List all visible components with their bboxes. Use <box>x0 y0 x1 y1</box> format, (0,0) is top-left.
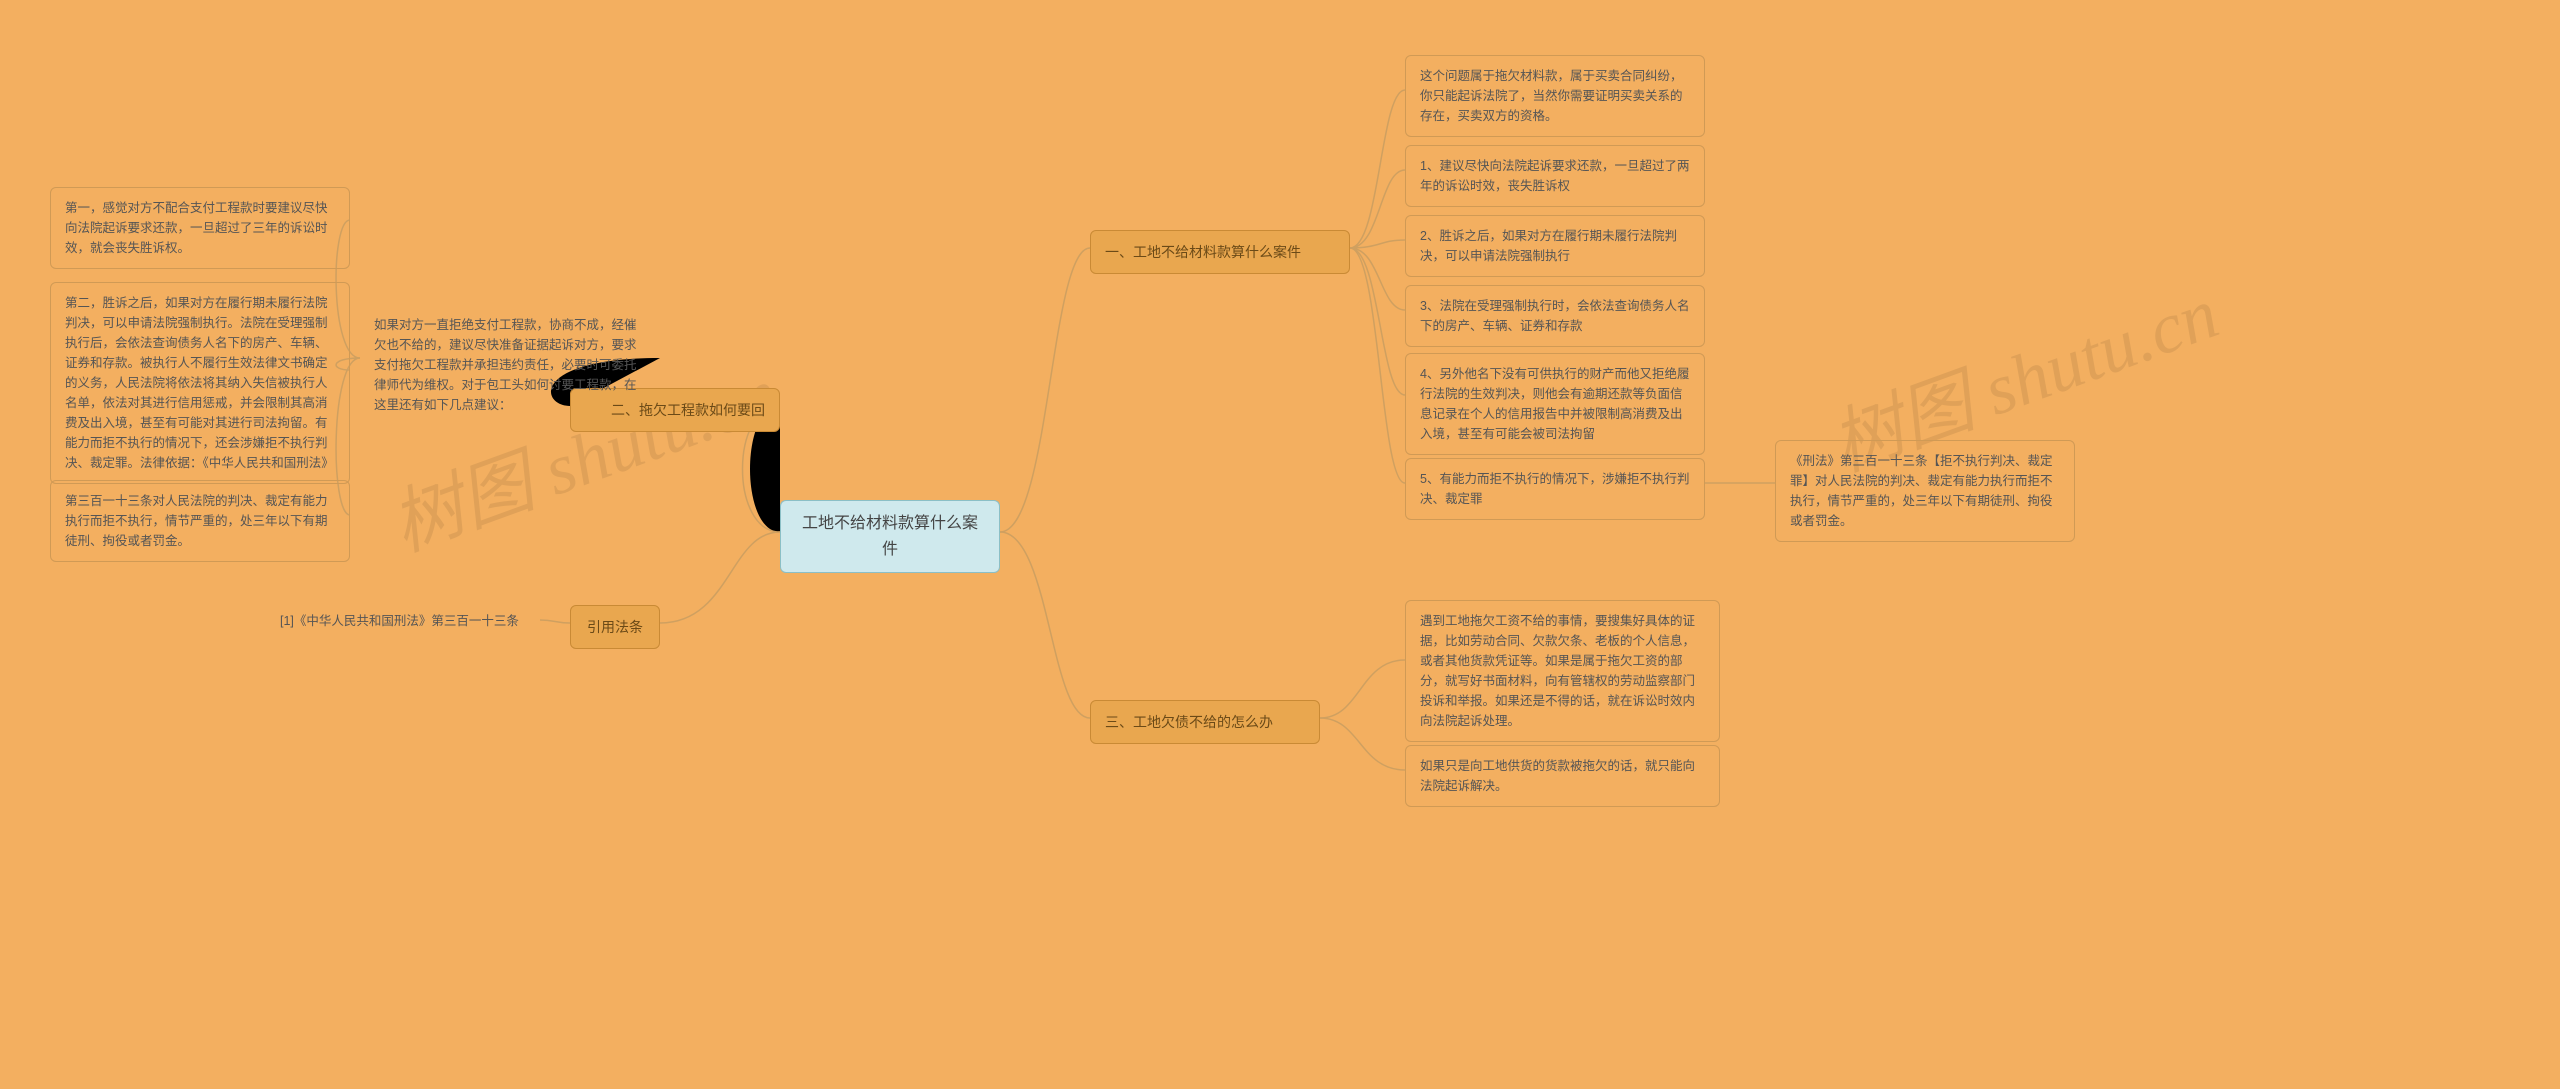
connector-layer <box>0 0 2560 1089</box>
leaf-b3-1: 遇到工地拖欠工资不给的事情，要搜集好具体的证据，比如劳动合同、欠款欠条、老板的个… <box>1405 600 1720 742</box>
leaf-b1-4: 3、法院在受理强制执行时，会依法查询债务人名下的房产、车辆、证券和存款 <box>1405 285 1705 347</box>
leaf-b3-2: 如果只是向工地供货的货款被拖欠的话，就只能向法院起诉解决。 <box>1405 745 1720 807</box>
branch-2-intro: 如果对方一直拒绝支付工程款，协商不成，经催欠也不给的，建议尽快准备证据起诉对方，… <box>360 305 660 425</box>
leaf-b1-6-child: 《刑法》第三百一十三条【拒不执行判决、裁定罪】对人民法院的判决、裁定有能力执行而… <box>1775 440 2075 542</box>
leaf-ref-1: [1]《中华人民共和国刑法》第三百一十三条 <box>270 605 560 637</box>
leaf-b2-3: 第三百一十三条对人民法院的判决、裁定有能力执行而拒不执行，情节严重的，处三年以下… <box>50 480 350 562</box>
root-node[interactable]: 工地不给材料款算什么案件 <box>780 500 1000 573</box>
leaf-b2-1: 第一，感觉对方不配合支付工程款时要建议尽快向法院起诉要求还款，一旦超过了三年的诉… <box>50 187 350 269</box>
leaf-b1-1: 这个问题属于拖欠材料款，属于买卖合同纠纷，你只能起诉法院了，当然你需要证明买卖关… <box>1405 55 1705 137</box>
branch-3[interactable]: 三、工地欠债不给的怎么办 <box>1090 700 1320 744</box>
leaf-b1-3: 2、胜诉之后，如果对方在履行期未履行法院判决，可以申请法院强制执行 <box>1405 215 1705 277</box>
branch-1[interactable]: 一、工地不给材料款算什么案件 <box>1090 230 1350 274</box>
leaf-b2-2: 第二，胜诉之后，如果对方在履行期未履行法院判决，可以申请法院强制执行。法院在受理… <box>50 282 350 484</box>
leaf-b1-2: 1、建议尽快向法院起诉要求还款，一旦超过了两年的诉讼时效，丧失胜诉权 <box>1405 145 1705 207</box>
leaf-b1-5: 4、另外他名下没有可供执行的财产而他又拒绝履行法院的生效判决，则他会有逾期还款等… <box>1405 353 1705 455</box>
branch-ref[interactable]: 引用法条 <box>570 605 660 649</box>
leaf-b1-6: 5、有能力而拒不执行的情况下，涉嫌拒不执行判决、裁定罪 <box>1405 458 1705 520</box>
